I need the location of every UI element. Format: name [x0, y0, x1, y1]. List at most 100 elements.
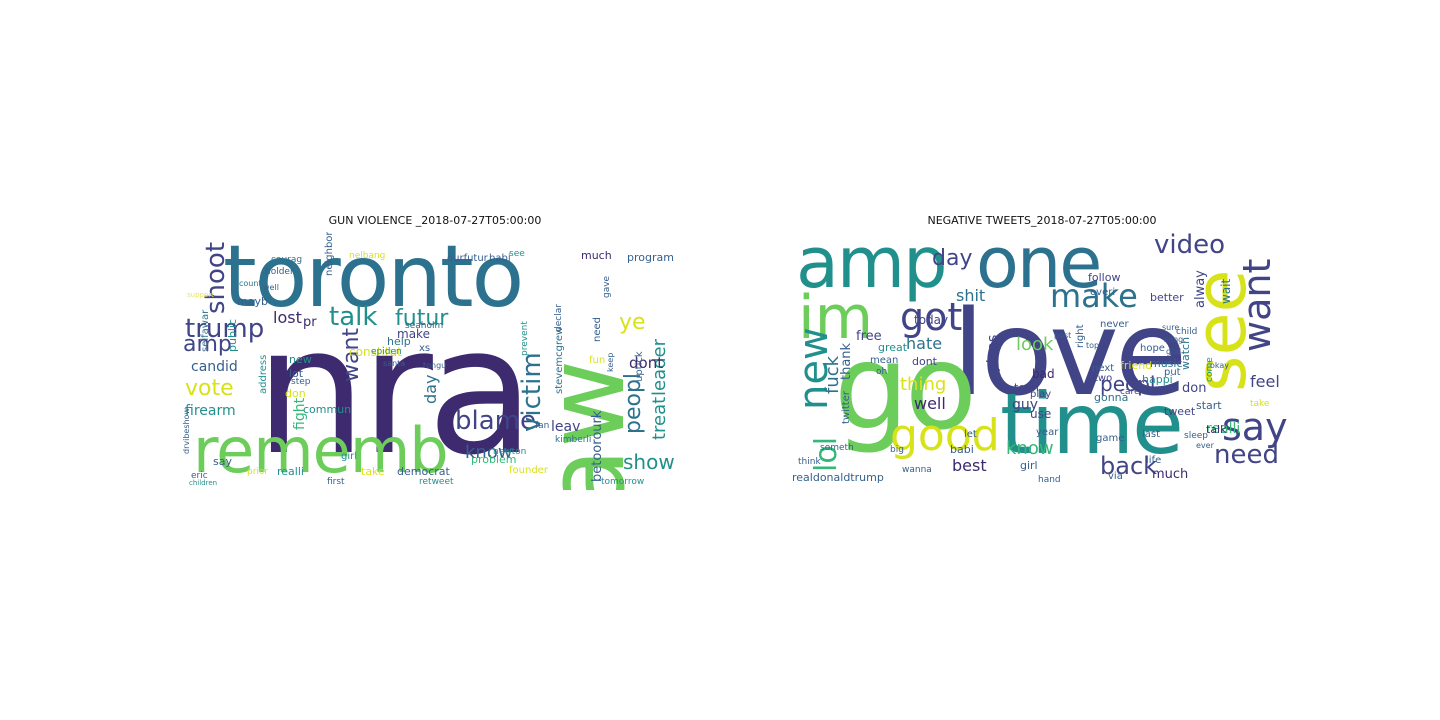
- word: lot: [289, 367, 304, 380]
- word: im: [798, 283, 874, 353]
- word: leav: [551, 419, 581, 435]
- word-cloud: love time go amp one see im new want vid…: [790, 232, 1294, 490]
- word: show: [623, 450, 675, 474]
- word: betoorourk: [590, 410, 605, 482]
- word: feel: [1250, 372, 1280, 391]
- word: pleas: [985, 334, 1001, 372]
- word: gave: [602, 275, 612, 298]
- word: post: [1054, 331, 1072, 340]
- word: need: [1214, 440, 1279, 470]
- word: futur: [395, 306, 449, 331]
- word: care: [1120, 387, 1140, 397]
- word: best: [952, 456, 987, 475]
- word: blame: [455, 406, 536, 436]
- word: life: [1146, 455, 1162, 466]
- word: fun: [589, 355, 606, 366]
- word: sure: [1162, 323, 1180, 332]
- word: via: [1108, 471, 1123, 482]
- word: want: [1235, 258, 1279, 352]
- word: don: [1182, 381, 1207, 396]
- word: follow: [1088, 271, 1121, 284]
- word: teen: [1014, 381, 1039, 394]
- word: lost: [273, 308, 302, 327]
- word: drvibeshow: [183, 408, 191, 454]
- word: use: [1030, 407, 1052, 421]
- word: santa: [383, 359, 406, 368]
- word: talk: [329, 302, 378, 332]
- wordcloud-panel-negative-tweets: NEGATIVE TWEETS_2018-07-27T05:00:00 love…: [790, 214, 1294, 490]
- word: back: [1100, 452, 1158, 480]
- word: founder: [509, 465, 548, 476]
- word: hate: [906, 334, 943, 353]
- word: friend: [1120, 359, 1153, 372]
- word: tomorrow: [601, 477, 645, 487]
- word: much: [581, 249, 612, 262]
- word: better: [1150, 291, 1184, 304]
- word: right: [1075, 324, 1086, 349]
- word: address: [258, 354, 269, 394]
- word: know: [1006, 438, 1054, 459]
- word: hand: [1038, 475, 1061, 485]
- word: trump: [185, 314, 265, 344]
- word: next: [1092, 363, 1115, 374]
- word: constitut: [349, 345, 402, 359]
- word: epiden: [371, 347, 402, 357]
- word: retweet: [419, 477, 454, 487]
- word: countri: [239, 279, 268, 288]
- word: dont: [629, 354, 664, 372]
- word: peopl: [621, 372, 646, 434]
- word: ourfutur: [447, 253, 488, 264]
- word: ever: [1196, 441, 1214, 450]
- word: sleep: [1184, 431, 1208, 441]
- word: holder: [265, 267, 294, 277]
- word: oh: [876, 367, 888, 377]
- word: time: [1000, 375, 1184, 473]
- word: help: [387, 335, 411, 348]
- word: great: [878, 341, 908, 354]
- word: uptick: [634, 351, 645, 382]
- word: neighbor: [324, 232, 335, 276]
- word: day: [421, 374, 440, 404]
- word: say: [1222, 405, 1288, 449]
- word: newton: [493, 447, 527, 457]
- word: stevemcgrew: [554, 326, 565, 394]
- word: happi: [1142, 373, 1173, 386]
- word: dont: [912, 355, 937, 368]
- word: much: [1152, 467, 1189, 482]
- word: program: [627, 251, 674, 264]
- word: play: [1030, 389, 1052, 400]
- word: eric: [191, 471, 208, 481]
- word: okay: [1210, 361, 1230, 370]
- word: mean: [870, 355, 899, 366]
- word: shit: [956, 286, 986, 305]
- word: selfawar: [200, 309, 211, 352]
- word: declar: [554, 304, 564, 332]
- word: top: [1086, 341, 1100, 350]
- word: song: [1164, 335, 1184, 344]
- panel-title: GUN VIOLENCE _2018-07-27T05:00:00: [328, 214, 542, 227]
- word: shoot: [201, 241, 231, 314]
- word: last: [1142, 429, 1161, 440]
- word: child: [1176, 327, 1198, 337]
- word: girl: [341, 451, 358, 462]
- word: first: [327, 477, 345, 487]
- word: thing: [900, 374, 947, 395]
- word: love: [952, 284, 1187, 422]
- word: toronto: [223, 232, 524, 327]
- word: mayb: [237, 295, 268, 308]
- word: gonna: [1094, 391, 1129, 404]
- word: tongu: [423, 361, 447, 370]
- word: free: [856, 329, 882, 344]
- word: girl: [1020, 459, 1038, 472]
- word: make: [397, 327, 430, 341]
- word: big: [890, 445, 904, 455]
- word: take: [361, 465, 385, 478]
- word: new: [289, 353, 312, 366]
- wordcloud-panel-gun-violence: GUN VIOLENCE _2018-07-27T05:00:00 nra to…: [183, 214, 687, 490]
- word: everi: [1090, 287, 1116, 298]
- word: today: [914, 313, 949, 327]
- word: seaholm: [405, 321, 444, 331]
- word: thank: [839, 342, 854, 380]
- word: vote: [185, 376, 234, 401]
- word: hope: [1140, 343, 1165, 354]
